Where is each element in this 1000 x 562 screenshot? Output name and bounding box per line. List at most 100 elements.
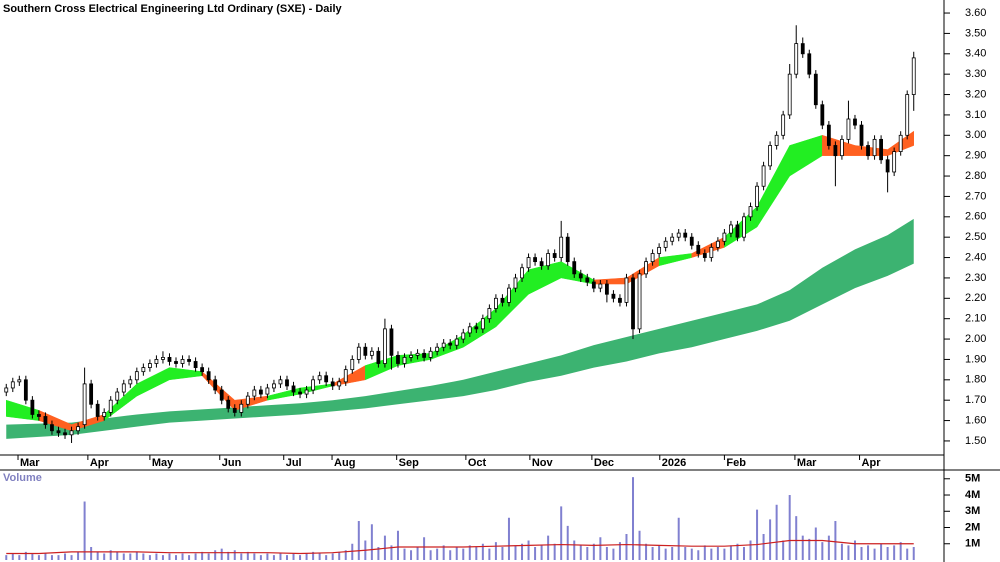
volume-bar (769, 519, 772, 560)
volume-bar (266, 553, 269, 560)
volume-bar (494, 542, 497, 560)
volume-bar (201, 551, 204, 560)
candle-body (826, 124, 831, 146)
y-tick-label: 1.60 (965, 414, 986, 426)
candle-body (343, 369, 348, 383)
volume-bar (416, 547, 419, 560)
x-tick-label: Apr (862, 457, 882, 469)
candle-body (206, 371, 211, 381)
candle-body (4, 387, 9, 393)
volume-bar (272, 555, 275, 560)
candle-body (807, 53, 812, 75)
volume-bar (253, 553, 256, 560)
volume-bar (227, 551, 230, 560)
volume-bar (893, 545, 896, 560)
candle-body (213, 379, 218, 391)
candle-body (474, 326, 479, 330)
x-tick-label: Dec (594, 457, 614, 469)
candle-body (383, 328, 387, 364)
volume-bar (357, 521, 360, 560)
candle-body (813, 73, 818, 106)
candle-body (304, 389, 309, 395)
y-tick-label: 3.00 (965, 129, 986, 141)
candle-body (905, 94, 910, 136)
candle-body (494, 297, 498, 309)
candle-body (219, 389, 224, 401)
volume-bar (703, 545, 706, 560)
candle-body (435, 346, 440, 352)
volume-bar (592, 543, 595, 560)
candle-body (17, 379, 22, 383)
candle-body (572, 261, 577, 275)
candle-body (10, 381, 15, 389)
y-tick-label: 2.30 (965, 272, 986, 284)
candle-body (69, 430, 74, 436)
candle-body (200, 367, 205, 373)
volume-bar (77, 551, 80, 560)
candle-body (272, 383, 276, 389)
volume-bar (396, 530, 399, 560)
candle-body (520, 267, 524, 279)
volume-bar (122, 553, 125, 560)
candle-body (232, 407, 237, 413)
candle-body (265, 387, 270, 395)
volume-bar (109, 550, 112, 560)
volume-bar (299, 555, 302, 560)
volume-bar (351, 543, 354, 560)
y-tick-label: 2.10 (965, 313, 986, 325)
candle-body (376, 350, 381, 364)
volume-bar (612, 548, 615, 560)
candle-body (76, 426, 80, 432)
candle-body (82, 383, 87, 426)
candle-body (885, 159, 890, 173)
volume-y-tick-label: 1M (965, 538, 980, 550)
volume-bar (279, 553, 282, 560)
volume-bar (214, 550, 217, 560)
candle-body (239, 403, 244, 413)
candle-body (650, 253, 655, 263)
candle-body (898, 134, 903, 152)
candle-body (37, 414, 41, 417)
y-tick-label: 2.90 (965, 150, 986, 162)
volume-bar (410, 550, 413, 560)
y-tick-label: 1.50 (965, 435, 986, 447)
candle-body (141, 367, 146, 373)
candle-body (833, 145, 838, 157)
candle-body (742, 216, 746, 238)
volume-bar (148, 555, 151, 560)
candle-body (428, 350, 433, 358)
volume-bar (455, 547, 458, 560)
volume-bar (181, 553, 184, 560)
candle-body (298, 391, 302, 395)
candle-body (781, 114, 786, 136)
candle-body (317, 375, 322, 381)
y-tick-label: 3.50 (965, 27, 986, 39)
volume-y-tick-label: 5M (965, 473, 980, 485)
y-tick-label: 3.30 (965, 68, 986, 80)
volume-bar (723, 548, 726, 560)
volume-bar (912, 547, 915, 560)
candle-body (121, 383, 126, 393)
volume-y-tick-label: 4M (965, 489, 980, 501)
volume-bar (37, 555, 40, 560)
volume-bar (573, 540, 576, 560)
candle-body (546, 253, 551, 267)
candle-body (311, 379, 316, 391)
candle-body (768, 145, 773, 167)
volume-bar (618, 542, 621, 560)
candle-body (729, 224, 733, 234)
x-tick-label: Sep (399, 457, 419, 469)
candle-body (755, 185, 759, 208)
volume-bar (207, 553, 210, 560)
candle-body (63, 432, 67, 436)
volume-bar (155, 553, 158, 560)
candle-body (774, 134, 779, 146)
candle-body (167, 356, 172, 362)
candle-body (89, 383, 94, 405)
candle-body (350, 359, 355, 371)
candle-body (585, 277, 590, 283)
volume-ma-line (6, 539, 914, 555)
y-tick-label: 2.40 (965, 251, 986, 263)
candle-body (154, 359, 159, 364)
